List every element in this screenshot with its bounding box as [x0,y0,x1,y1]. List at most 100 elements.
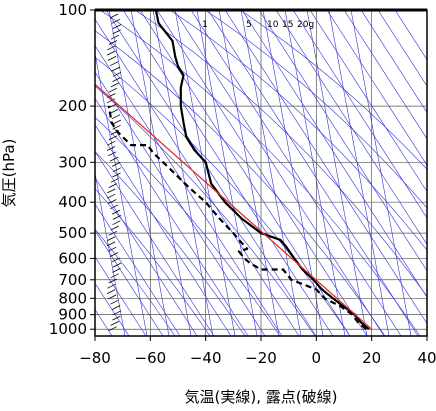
wind-barb [112,268,121,273]
mixing-ratio-line [328,10,390,336]
adiabat-line [134,10,427,297]
wind-barb [110,299,119,305]
adiabat-line [95,188,211,336]
wind-barb [106,146,116,151]
mixing-ratio-line [130,10,192,336]
y-tick-label: 800 [58,289,87,307]
isotherm-line [224,10,427,325]
wind-barb [106,241,116,247]
wind-barb [111,257,121,263]
wind-barb [111,209,121,215]
adiabat-line [204,10,427,209]
mixing-ratio-line [240,10,302,336]
mixing-ratio-line [262,10,324,336]
wind-barb [110,177,120,183]
y-tick-label: 400 [58,193,87,211]
mixing-ratio-line [350,10,412,336]
isotherm-line [292,10,427,219]
wind-barb [107,45,116,51]
wind-barb [109,109,119,114]
wind-barb [111,114,121,120]
x-tick-label: −40 [190,349,222,367]
isotherm-line [241,10,427,298]
x-tick-label: 0 [312,349,322,367]
y-tick-label: 500 [58,224,87,242]
isotherm-line [95,124,232,336]
y-tick-label: 700 [58,271,87,289]
wind-barb [112,124,121,130]
mixing-ratio-label: 20g [297,20,314,30]
wind-barb [107,140,116,146]
y-tick-label: 600 [58,249,87,267]
isotherm-line [95,229,164,336]
wind-barb [108,230,117,236]
isotherm-line [360,10,427,114]
wind-barb [112,119,122,125]
wind-barb [108,246,117,252]
x-axis-title: 気温(実線), 露点(破線) [185,388,338,406]
wind-barb [108,40,118,45]
mixing-ratio-line [306,10,368,336]
x-tick-label: 40 [417,349,436,367]
isotherm-line [95,150,215,336]
x-axis-ticks: −80 −60 −40 −20 0 20 40 [79,336,436,367]
wind-barb [110,321,119,326]
wind-barb [108,294,117,300]
isotherm-line [377,10,427,87]
reference-line [95,83,373,330]
mixing-ratio-line [196,10,258,336]
wind-barb [112,29,121,35]
isotherm-line [190,10,402,336]
mixing-ratio-line [284,10,346,336]
wind-barb [112,220,121,226]
wind-barb [107,56,117,61]
mixing-ratio-label: 10 [267,20,279,30]
isotherm-line [156,10,368,336]
isotherm-line [95,203,181,336]
wind-barb [107,188,116,194]
mixing-ratio-line [95,171,126,336]
x-tick-label: −60 [135,349,167,367]
wind-barb [111,305,121,310]
isotherm-line [95,177,198,336]
temperature-line [154,10,370,331]
y-tick-label: 200 [58,97,87,115]
mixing-ratio-labels: 1 5 10 15 20g [202,20,314,30]
isotherm-line [343,10,427,140]
wind-barb [106,289,116,294]
wind-barb [109,156,119,162]
adiabat-line [95,30,386,336]
mixing-ratio-label: 5 [246,20,252,30]
mixing-ratio-label: 1 [202,20,208,30]
wind-barb [112,310,122,316]
wind-barb [112,71,122,77]
adiabat-line [95,228,176,336]
wind-barb [110,273,119,279]
mixing-ratio-line [95,51,148,336]
wind-barb [106,193,116,199]
isotherm-line [95,18,300,336]
wind-barb [109,61,119,67]
wind-barb [112,215,122,220]
wind-barb [108,87,118,93]
y-tick-label: 300 [58,153,87,171]
adiabat-line [95,56,351,336]
adiabat-line [95,116,281,336]
wind-barb [108,326,117,332]
x-tick-label: 20 [362,349,381,367]
wind-barb [110,252,119,257]
adiabat-line [95,85,316,336]
series-layer [95,10,373,331]
mixing-ratio-line [174,10,236,336]
wind-barb [106,50,116,56]
wind-barb [110,82,120,88]
wind-barb [108,135,118,141]
x-tick-label: −20 [245,349,277,367]
wind-barb [110,225,119,231]
wind-barb [108,183,117,188]
mixing-ratio-line [108,10,170,336]
mixing-ratio-label: 15 [282,20,293,30]
isotherm-line [326,10,427,166]
adiabat-line [99,10,421,336]
